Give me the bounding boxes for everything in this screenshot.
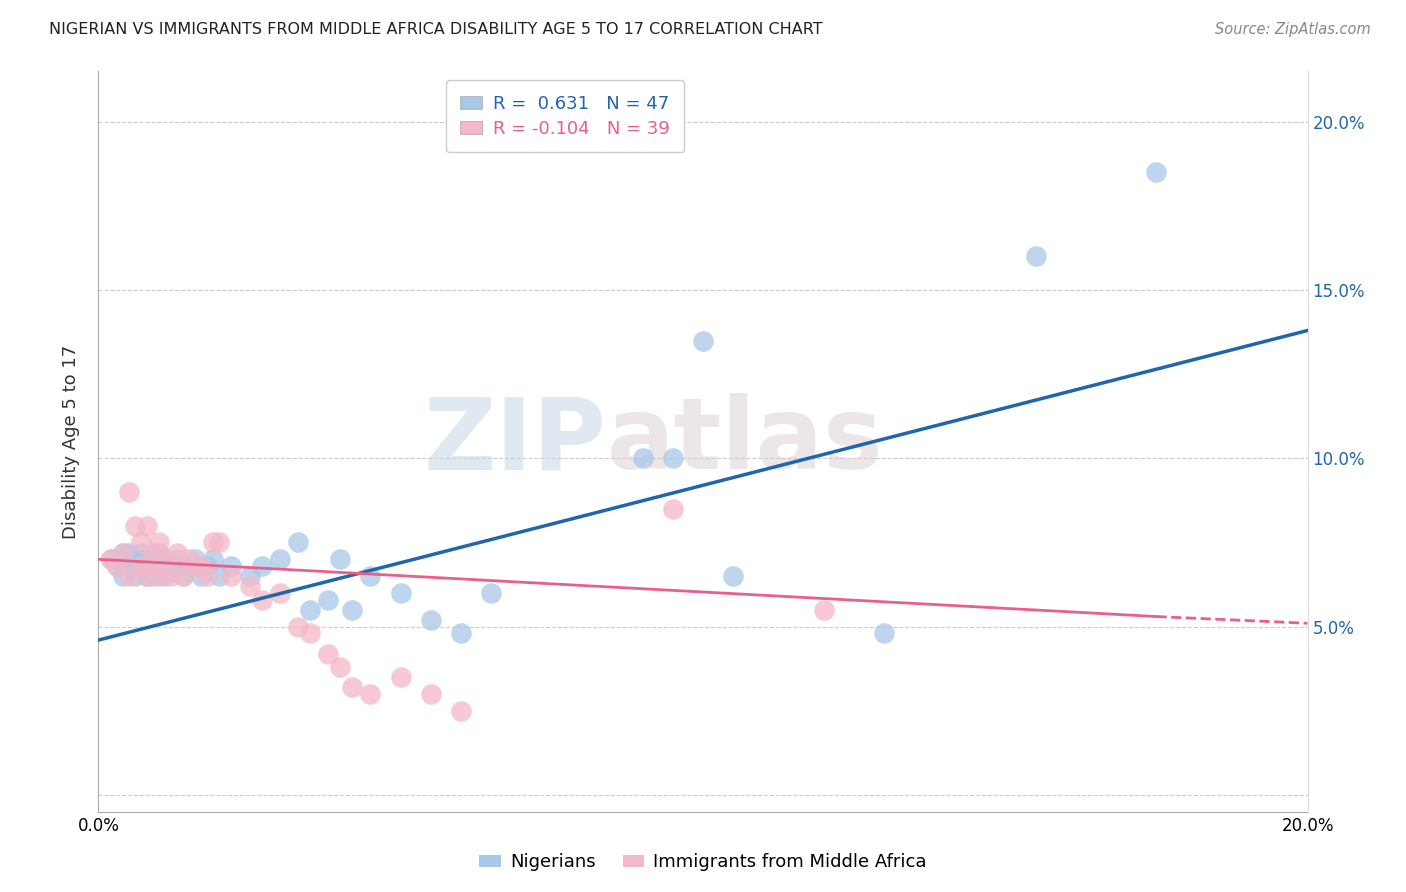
Point <box>481 586 503 600</box>
Point <box>389 586 412 600</box>
Point <box>631 451 654 466</box>
Point <box>118 559 141 574</box>
Point <box>190 569 212 583</box>
Point <box>129 546 152 560</box>
Legend: Nigerians, Immigrants from Middle Africa: Nigerians, Immigrants from Middle Africa <box>472 847 934 879</box>
Point <box>1024 249 1046 264</box>
Point <box>184 559 207 574</box>
Point <box>124 569 146 583</box>
Point <box>269 552 291 566</box>
Text: ZIP: ZIP <box>423 393 606 490</box>
Point <box>148 546 170 560</box>
Point <box>450 704 472 718</box>
Point <box>100 552 122 566</box>
Point <box>179 552 201 566</box>
Point <box>100 552 122 566</box>
Point <box>118 569 141 583</box>
Point <box>118 546 141 560</box>
Point <box>299 603 322 617</box>
Point <box>813 603 835 617</box>
Point <box>661 501 683 516</box>
Point <box>166 552 188 566</box>
Point <box>208 569 231 583</box>
Point <box>360 569 382 583</box>
Point <box>118 485 141 500</box>
Point <box>142 546 165 560</box>
Point <box>124 552 146 566</box>
Text: NIGERIAN VS IMMIGRANTS FROM MIDDLE AFRICA DISABILITY AGE 5 TO 17 CORRELATION CHA: NIGERIAN VS IMMIGRANTS FROM MIDDLE AFRIC… <box>49 22 823 37</box>
Point <box>420 687 443 701</box>
Point <box>135 569 157 583</box>
Point <box>142 569 165 583</box>
Point <box>208 535 231 549</box>
Point <box>179 559 201 574</box>
Point <box>172 569 194 583</box>
Point <box>148 552 170 566</box>
Point <box>661 451 683 466</box>
Point <box>389 670 412 684</box>
Point <box>692 334 714 348</box>
Point <box>873 626 896 640</box>
Point <box>250 559 273 574</box>
Point <box>153 569 176 583</box>
Text: atlas: atlas <box>606 393 883 490</box>
Point <box>450 626 472 640</box>
Point <box>723 569 745 583</box>
Point <box>195 569 218 583</box>
Point <box>142 559 165 574</box>
Point <box>105 559 128 574</box>
Point <box>172 569 194 583</box>
Legend: R =  0.631   N = 47, R = -0.104   N = 39: R = 0.631 N = 47, R = -0.104 N = 39 <box>446 80 685 153</box>
Point <box>239 579 262 593</box>
Point <box>195 559 218 574</box>
Point <box>342 680 364 694</box>
Text: Source: ZipAtlas.com: Source: ZipAtlas.com <box>1215 22 1371 37</box>
Point <box>105 559 128 574</box>
Point <box>153 552 176 566</box>
Point <box>221 559 243 574</box>
Point <box>250 592 273 607</box>
Point <box>111 546 134 560</box>
Point <box>129 559 152 574</box>
Point <box>316 647 339 661</box>
Point <box>287 619 309 633</box>
Point <box>111 546 134 560</box>
Point <box>202 535 225 549</box>
Point <box>111 569 134 583</box>
Point <box>316 592 339 607</box>
Point <box>299 626 322 640</box>
Point <box>129 535 152 549</box>
Point <box>124 518 146 533</box>
Point <box>184 552 207 566</box>
Point <box>129 559 152 574</box>
Point <box>287 535 309 549</box>
Point <box>239 569 262 583</box>
Point <box>160 559 183 574</box>
Point <box>142 559 165 574</box>
Point <box>166 546 188 560</box>
Point <box>135 518 157 533</box>
Point <box>148 569 170 583</box>
Point <box>329 552 352 566</box>
Point <box>360 687 382 701</box>
Point <box>269 586 291 600</box>
Point <box>329 660 352 674</box>
Point <box>135 569 157 583</box>
Point <box>1144 165 1167 179</box>
Point <box>190 559 212 574</box>
Point <box>202 552 225 566</box>
Point <box>135 552 157 566</box>
Point <box>160 569 183 583</box>
Point <box>221 569 243 583</box>
Point <box>342 603 364 617</box>
Point <box>148 535 170 549</box>
Y-axis label: Disability Age 5 to 17: Disability Age 5 to 17 <box>62 344 80 539</box>
Point <box>420 613 443 627</box>
